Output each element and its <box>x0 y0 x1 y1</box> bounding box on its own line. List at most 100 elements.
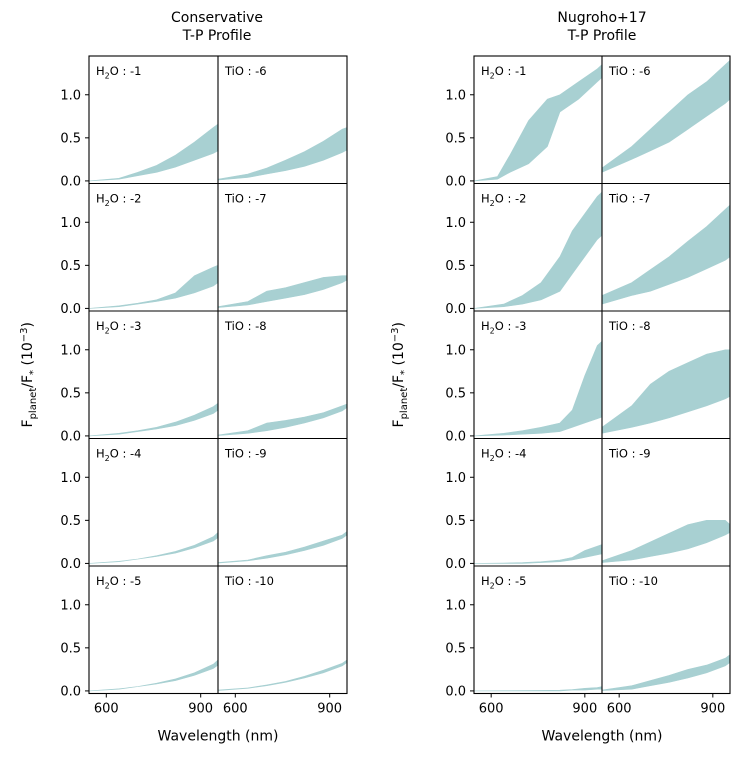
panel-label-rest: O : -2 <box>110 192 142 206</box>
panel: TiO : -10 <box>601 574 731 691</box>
panel-label-rest: O : -1 <box>110 64 142 78</box>
panel-label-molecule: H <box>481 447 490 461</box>
y-tick-label: 0.5 <box>60 386 81 401</box>
y-tick-label: 0.5 <box>60 259 81 274</box>
panel: H2O : -5 <box>88 574 219 692</box>
y-tick-label: 1.0 <box>445 88 466 103</box>
spectrum-band <box>88 123 219 182</box>
chart-title-line: T-P Profile <box>567 28 637 44</box>
chart-title-line: Conservative <box>171 10 263 26</box>
y-axis-label-part: F <box>391 419 407 427</box>
panel: H2O : -4 <box>473 447 603 564</box>
y-tick-label: 1.0 <box>60 598 81 613</box>
x-tick-label: 600 <box>607 702 632 717</box>
panel-label: H2O : -1 <box>96 64 141 81</box>
spectrum-band <box>217 403 348 436</box>
y-tick-label: 0.0 <box>445 174 466 189</box>
spectrum-band <box>601 349 731 434</box>
y-axis-label-part: ) <box>391 322 407 327</box>
y-axis-label-part: * <box>399 370 410 375</box>
panel-label: H2O : -2 <box>481 192 526 209</box>
panel-label-molecule: H <box>481 64 490 78</box>
panel-label-rest: O : -4 <box>110 447 142 461</box>
y-axis-label-part: −3 <box>19 327 30 342</box>
panel-label-molecule: TiO <box>224 192 244 206</box>
panel-label: TiO : -10 <box>608 574 658 588</box>
panel: H2O : -3 <box>88 319 219 437</box>
spectrum-band <box>473 686 603 692</box>
chart-title-line: Nugroho+17 <box>557 10 646 26</box>
panel-label-molecule: TiO <box>608 574 628 588</box>
y-tick-label: 0.5 <box>60 514 81 529</box>
panel: H2O : -2 <box>473 191 603 309</box>
panel-label-rest: : -7 <box>244 192 267 206</box>
y-axis-label-part: planet <box>28 388 39 420</box>
panel-label-rest: O : -5 <box>495 574 527 588</box>
panel-label-rest: O : -1 <box>495 64 527 78</box>
y-axis-label-part: (10 <box>20 342 36 370</box>
y-tick-label: 0.0 <box>60 684 81 699</box>
y-axis-label-part: F <box>20 419 36 427</box>
y-tick-label: 1.0 <box>445 598 466 613</box>
panel-label-subscript: 2 <box>105 327 110 336</box>
spectrum-band <box>217 659 348 691</box>
panel-label-molecule: H <box>96 64 105 78</box>
panel: H2O : -1 <box>88 64 219 182</box>
spectrum-band <box>217 275 348 308</box>
panel-label: TiO : -9 <box>608 447 651 461</box>
y-tick-label: 1.0 <box>445 343 466 358</box>
panel-label-molecule: TiO <box>608 192 628 206</box>
panel-label: H2O : -2 <box>96 192 141 209</box>
panel: TiO : -8 <box>601 319 731 434</box>
panel-label: TiO : -7 <box>608 192 651 206</box>
panel: H2O : -1 <box>473 63 603 182</box>
panel-label-subscript: 2 <box>105 199 110 208</box>
panel-label-molecule: TiO <box>608 64 628 78</box>
panel-label-molecule: H <box>481 574 490 588</box>
panel-label: TiO : -8 <box>224 319 267 333</box>
panel-label: H2O : -4 <box>96 447 141 464</box>
spectrum-band <box>88 531 219 564</box>
panel-label-molecule: H <box>481 192 490 206</box>
panel-label: H2O : -4 <box>481 447 526 464</box>
panel: TiO : -6 <box>601 59 731 173</box>
panel-label-molecule: H <box>481 319 490 333</box>
y-tick-label: 0.5 <box>60 131 81 146</box>
panel-label-subscript: 2 <box>490 327 495 336</box>
y-tick-label: 0.5 <box>445 259 466 274</box>
panel: TiO : -7 <box>217 192 348 308</box>
y-tick-label: 0.5 <box>60 641 81 656</box>
panel-label-rest: : -9 <box>244 447 267 461</box>
y-axis-label-part: /F <box>391 375 407 388</box>
spectrum-band <box>601 520 731 563</box>
panel-label-molecule: H <box>96 574 105 588</box>
y-tick-label: 0.0 <box>445 302 466 317</box>
panel-label-subscript: 2 <box>490 199 495 208</box>
panel-label-rest: : -10 <box>628 574 658 588</box>
y-tick-label: 0.5 <box>445 641 466 656</box>
panel: TiO : -9 <box>217 447 348 564</box>
x-tick-label: 900 <box>188 702 213 717</box>
y-axis-label: Fplanet/F* (10−3) <box>390 322 410 427</box>
x-tick-label: 600 <box>223 702 248 717</box>
panel-label: TiO : -7 <box>224 192 267 206</box>
panel-label: H2O : -3 <box>481 319 526 336</box>
spectrum-band <box>88 264 219 309</box>
x-tick-label: 900 <box>572 702 597 717</box>
panel-label-molecule: TiO <box>224 64 244 78</box>
panel-label: TiO : -6 <box>608 64 651 78</box>
panel-label: H2O : -3 <box>96 319 141 336</box>
panel-label: TiO : -9 <box>224 447 267 461</box>
spectrum-band <box>473 63 603 182</box>
panel-label-rest: O : -4 <box>495 447 527 461</box>
panel-label-molecule: TiO <box>224 574 244 588</box>
panel-label-molecule: TiO <box>224 447 244 461</box>
y-tick-label: 1.0 <box>60 343 81 358</box>
y-tick-label: 0.5 <box>445 514 466 529</box>
panel-label-rest: O : -5 <box>110 574 142 588</box>
panel-label-rest: O : -3 <box>495 319 527 333</box>
y-axis-label-part: * <box>28 370 39 375</box>
